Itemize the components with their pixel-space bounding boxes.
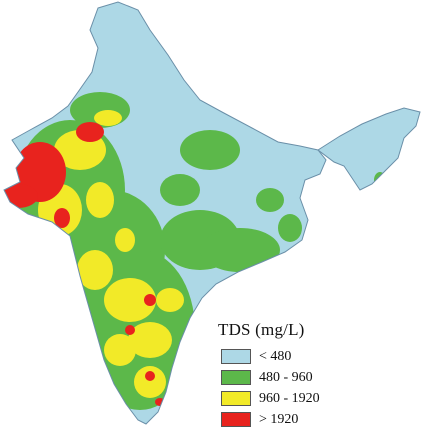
northeast-region	[317, 107, 421, 191]
legend-item-low: < 480	[214, 347, 424, 366]
legend-item-very-high: > 1920	[214, 410, 424, 429]
legend-swatch-mid	[221, 370, 251, 385]
legend-swatch-very-high	[221, 412, 251, 427]
northeast-base	[318, 108, 420, 190]
legend-label-mid: 480 - 960	[259, 369, 313, 385]
legend-title: TDS (mg/L)	[218, 320, 305, 339]
legend-item-high: 960 - 1920	[214, 389, 424, 408]
legend-label-high: 960 - 1920	[259, 390, 320, 406]
legend-item-mid: 480 - 960	[214, 368, 424, 387]
legend-swatch-low	[221, 349, 251, 364]
legend-swatch-high	[221, 391, 251, 406]
legend-label-very-high: > 1920	[259, 411, 299, 427]
legend: TDS (mg/L) < 480 480 - 960 960 - 1920 > …	[214, 320, 424, 431]
legend-label-low: < 480	[259, 348, 292, 364]
